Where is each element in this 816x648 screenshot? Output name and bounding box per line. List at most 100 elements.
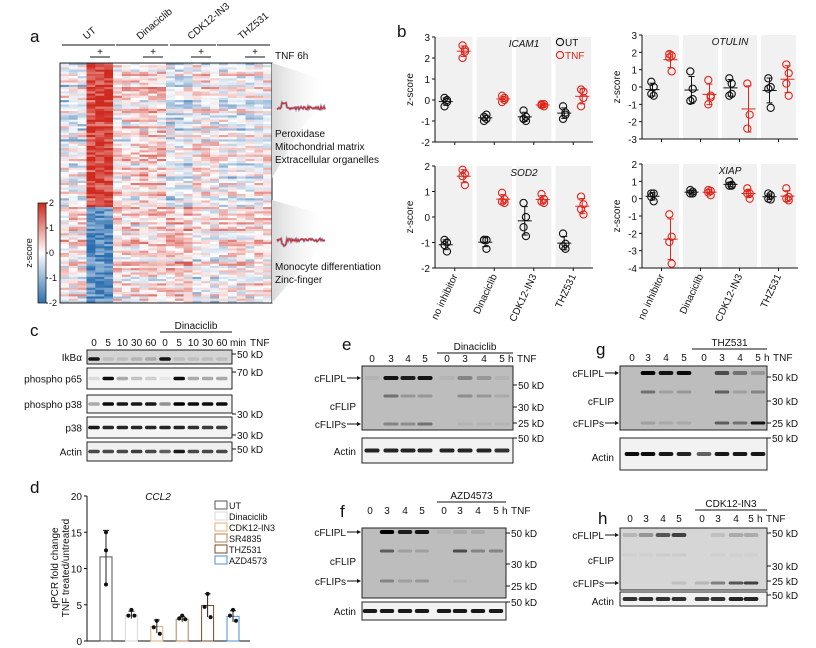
heatmap-cell [95,135,105,138]
heatmap-cell [113,143,123,147]
heatmap-cell [166,202,176,206]
tnf-plus-mark: + [252,47,258,58]
heatmap-cell [227,259,237,262]
y-tick-label: 3 [424,33,430,44]
heatmap-cell [227,202,237,206]
data-point-ut [561,244,570,254]
heatmap-cell [113,102,123,105]
legend-swatch [214,500,228,510]
heatmap-cell [113,117,123,121]
arrowhead-icon [357,530,361,534]
heatmap-cell [148,148,158,151]
heatmap-cell [113,294,123,297]
heatmap-panel [37,62,327,304]
heatmap-cell [263,97,273,101]
data-point-ut [442,247,452,256]
heatmap-cell [157,207,167,210]
heatmap-cell [95,130,105,134]
heatmap-cell [174,176,184,179]
heatmap-cell [254,95,264,99]
band-cflip-long [417,376,433,380]
heatmap-cell [183,135,193,138]
heatmap-cell [121,207,131,210]
heatmap-cell [148,298,158,302]
heatmap-cell [183,95,193,99]
heatmap-cell [77,211,87,214]
heatmap-cell [166,252,176,256]
heatmap-cell [183,165,193,169]
heatmap-cell [148,180,158,184]
heatmap-cell [183,268,193,271]
heatmap-cell [210,285,220,289]
heatmap-cell [192,163,202,166]
data-point-tnf [782,60,791,69]
heatmap-cell [121,115,131,118]
lane-label: 5 [499,354,505,365]
heatmap-cell [183,191,193,195]
data-point-tnf [706,191,715,200]
y-tick-label: 5 [76,601,82,612]
heatmap-cell [77,198,87,201]
heatmap-cell [174,178,184,182]
heatmap-cell [254,274,264,278]
heatmap-cell [77,296,87,299]
heatmap-cell [174,172,184,175]
heatmap-cell [245,163,255,166]
heatmap-cell [183,180,193,184]
heatmap-cell [148,300,158,304]
heatmap-cell [139,156,149,160]
heatmap-cell [121,259,131,262]
heatmap-cell [183,174,193,177]
heatmap-cell [121,231,131,234]
heatmap-cell [192,196,202,199]
heatmap-cell [121,71,131,75]
heatmap-cell [113,73,123,77]
heatmap-cell [130,276,140,280]
heatmap-cell [263,95,273,99]
heatmap-cell [121,250,131,254]
heatmap-cell [254,235,264,238]
heatmap-cell [104,111,114,114]
heatmap-cell [174,294,184,297]
heatmap-cell [245,67,255,70]
heatmap-cell [60,285,70,289]
heatmap-cell [95,268,105,271]
cluster-annotation: Peroxidase [275,129,325,140]
heatmap-cell [148,193,158,197]
band-cflip-short [457,422,473,426]
data-point-ut [440,235,449,245]
heatmap-cell [157,63,167,66]
heatmap-cell [157,71,167,75]
data-point [104,530,108,535]
heatmap-cell [192,106,202,110]
heatmap-cell [95,265,105,269]
data-point-ut [558,229,568,238]
heatmap-cell [68,108,78,112]
band-cflip-short [383,422,399,426]
heatmap-cell [201,296,211,299]
data-point-ut [647,89,656,99]
heatmap-cell [121,165,131,169]
heatmap-cell [68,224,78,227]
heatmap-cell [236,222,246,225]
heatmap-cell [139,139,149,142]
heatmap-cell [183,209,193,212]
heatmap-cell [77,183,87,186]
treatment-group-label: Dinaciclib [175,321,218,332]
band [187,402,200,406]
heatmap-cell [201,65,211,68]
heatmap-cell [86,200,96,203]
heatmap-cell [219,222,229,225]
heatmap-cell [236,233,246,236]
heatmap-cell [104,257,114,260]
heatmap-cell [86,209,96,212]
heatmap-cell [245,272,255,275]
heatmap-cell [121,298,131,302]
heatmap-cell [174,287,184,291]
heatmap-cell [183,145,193,149]
heatmap-cell [174,104,184,107]
heatmap-cell [263,285,273,289]
heatmap-cell [113,169,123,173]
heatmap-cell [210,104,220,107]
heatmap-cell [95,71,105,75]
